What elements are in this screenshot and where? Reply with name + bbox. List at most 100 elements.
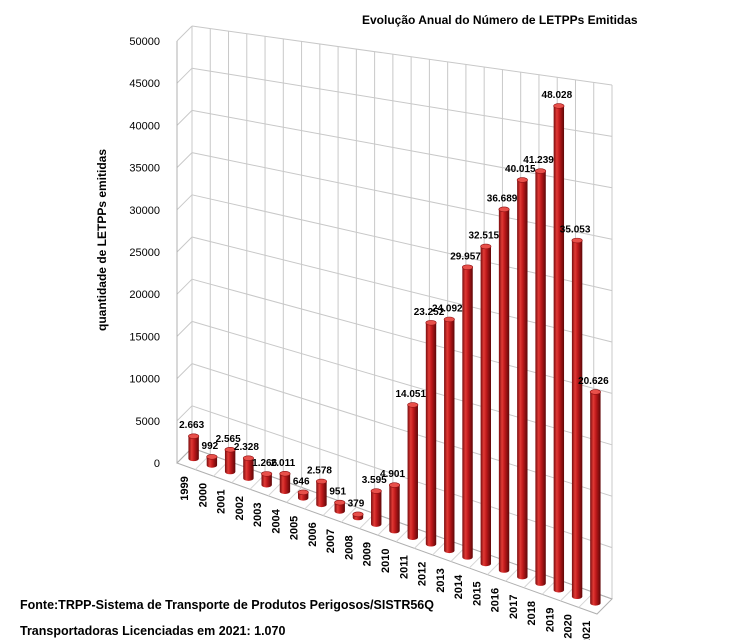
bar bbox=[261, 471, 273, 488]
data-label: 48.028 bbox=[542, 90, 573, 101]
bar bbox=[407, 402, 419, 540]
data-label: 2.578 bbox=[307, 465, 332, 476]
bar-body bbox=[590, 392, 601, 606]
bar bbox=[571, 237, 583, 600]
x-tick-label: 2020 bbox=[563, 614, 575, 638]
x-tick-label: 2011 bbox=[398, 555, 410, 579]
y-tick-label: 25000 bbox=[129, 247, 160, 259]
bar-body bbox=[243, 458, 254, 481]
side-wall-line bbox=[176, 152, 193, 168]
x-tick-label: 2005 bbox=[289, 516, 301, 540]
bar-top bbox=[443, 316, 455, 323]
data-label: 992 bbox=[202, 441, 219, 452]
bar bbox=[279, 471, 291, 495]
chart-bars bbox=[188, 103, 601, 606]
bar-top bbox=[535, 168, 547, 174]
y-tick-label: 0 bbox=[154, 458, 160, 470]
x-tick-label: 2013 bbox=[435, 568, 447, 592]
bar-body bbox=[480, 246, 492, 567]
side-wall-line bbox=[176, 110, 193, 126]
bar bbox=[224, 447, 236, 475]
bar-body bbox=[571, 240, 583, 600]
x-tick-label: 2002 bbox=[234, 496, 246, 520]
bar-top bbox=[352, 511, 364, 518]
data-label: 29.957 bbox=[450, 251, 481, 262]
x-tick-label: 2000 bbox=[197, 483, 209, 507]
x-tick-label: 2007 bbox=[325, 529, 337, 553]
x-tick-label: 2021 bbox=[581, 621, 593, 640]
x-tick-label: 2003 bbox=[252, 503, 264, 527]
bar bbox=[315, 478, 327, 508]
bar-top bbox=[589, 389, 601, 395]
bar-top bbox=[261, 471, 273, 477]
x-tick-label: 2012 bbox=[417, 562, 429, 586]
x-tick-label: 2018 bbox=[526, 601, 538, 625]
x-axis-ticks: 1999 2000 2001 2002 2003 2004 2005 2006 2007 2008… bbox=[179, 476, 593, 640]
y-axis-label: quantidade de LETPPs emitidas bbox=[95, 149, 109, 331]
y-tick-label: 40000 bbox=[129, 120, 160, 132]
data-label: 40.015 bbox=[505, 164, 536, 175]
bar-body bbox=[498, 209, 510, 573]
bar-top bbox=[498, 206, 510, 213]
bar-top bbox=[279, 471, 291, 477]
x-tick-label: 2015 bbox=[471, 581, 483, 605]
bar-top bbox=[407, 402, 419, 408]
y-tick-label: 15000 bbox=[129, 331, 160, 343]
chart-data-labels: 2.6639922.5652.3281.2662.0116462.5789513… bbox=[179, 90, 609, 509]
bar-body bbox=[407, 404, 418, 540]
bar-body bbox=[444, 319, 455, 554]
bar-top bbox=[553, 103, 565, 109]
floor-line bbox=[286, 487, 302, 503]
bar-body bbox=[462, 267, 473, 560]
bar-body bbox=[261, 473, 272, 488]
bar-body bbox=[389, 485, 400, 534]
bar bbox=[462, 264, 474, 560]
bar-top bbox=[370, 488, 382, 494]
y-axis-ticks: 0 5000 10000 15000 20000 25000 30000 35000 40000… bbox=[129, 36, 160, 470]
data-label: 41.239 bbox=[523, 155, 554, 166]
bar-top bbox=[571, 237, 583, 244]
bar-top bbox=[334, 499, 346, 506]
grid-line-horizontal bbox=[191, 25, 613, 86]
x-tick-label: 2010 bbox=[380, 549, 392, 573]
x-tick-label: 2017 bbox=[508, 594, 520, 618]
bar-top bbox=[206, 454, 218, 460]
x-tick-label: 2019 bbox=[544, 608, 556, 632]
bar-top bbox=[425, 320, 437, 326]
x-tick-label: 2001 bbox=[216, 489, 228, 513]
bar-top bbox=[188, 433, 200, 439]
bar bbox=[188, 433, 200, 462]
grid-line-horizontal bbox=[191, 236, 613, 343]
data-label: 4.901 bbox=[380, 469, 405, 480]
bar bbox=[425, 320, 437, 547]
bar-top bbox=[516, 177, 528, 183]
bar bbox=[516, 177, 528, 580]
bar bbox=[370, 488, 382, 527]
x-tick-label: 2006 bbox=[307, 522, 319, 546]
footer-source: Fonte:TRPP-Sistema de Transporte de Prod… bbox=[20, 598, 434, 612]
data-label: 379 bbox=[348, 498, 365, 509]
x-tick-label: 2009 bbox=[362, 542, 374, 566]
bar-top bbox=[224, 447, 236, 453]
bar bbox=[589, 389, 601, 606]
bar bbox=[242, 455, 254, 481]
side-wall-line bbox=[176, 321, 193, 337]
x-tick-label: 2004 bbox=[270, 508, 282, 533]
data-label: 1.266 bbox=[252, 458, 277, 469]
data-label: 646 bbox=[293, 476, 310, 487]
side-wall-line bbox=[176, 67, 193, 84]
x-tick-label: 2014 bbox=[453, 574, 465, 599]
side-wall-line bbox=[176, 278, 193, 295]
grid-line-horizontal bbox=[191, 109, 613, 189]
bar-top bbox=[242, 455, 254, 461]
bar-body bbox=[517, 180, 528, 580]
bar bbox=[388, 482, 400, 534]
grid-line-horizontal bbox=[191, 194, 613, 292]
bar bbox=[352, 511, 364, 521]
y-tick-label: 5000 bbox=[136, 416, 160, 428]
y-tick-label: 50000 bbox=[129, 36, 160, 48]
data-label: 14.051 bbox=[395, 389, 426, 400]
x-tick-label: 2016 bbox=[490, 588, 502, 612]
bar-body bbox=[188, 436, 199, 462]
